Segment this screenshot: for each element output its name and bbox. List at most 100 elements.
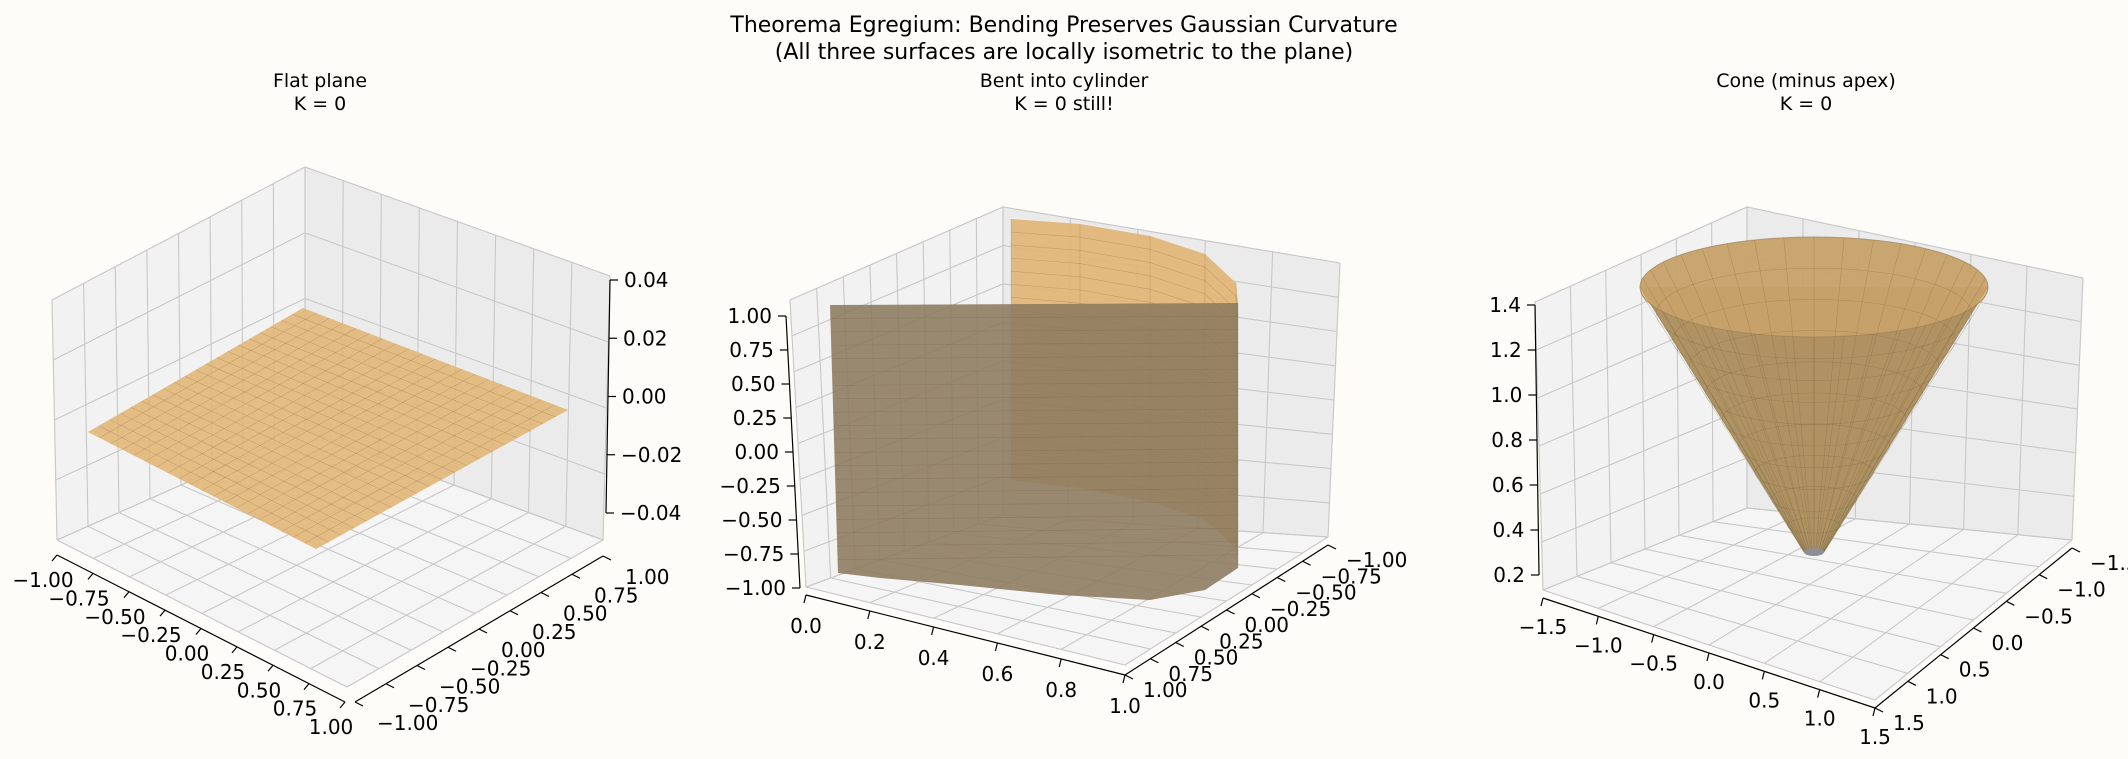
cone-x-axis-tick	[1706, 652, 1710, 662]
cone-x-axis-tick	[1872, 707, 1876, 717]
cylinder-x-axis-tick	[803, 594, 807, 604]
cylinder-z-axis-tick-label: 0.75	[729, 338, 774, 362]
plane-x-axis-tick-label: −0.25	[120, 623, 181, 647]
plane-mesh-line	[110, 317, 330, 444]
cone-mesh-line	[1823, 303, 1978, 554]
cone-y-axis-tick-label: 0.5	[1959, 658, 1991, 682]
plane-y-axis-tick	[447, 646, 457, 652]
cone-mesh-ring	[1656, 267, 1972, 360]
plane-mesh-line	[227, 351, 480, 459]
plane-mesh-line	[224, 368, 463, 503]
cylinder-x-axis-tick-label: 0.4	[918, 646, 950, 670]
plane-y-axis-tick-label: −0.50	[439, 675, 500, 699]
cylinder-y-axis-tick-label: 0.50	[1194, 646, 1239, 670]
cone-mesh-line	[1821, 318, 1948, 555]
plane-x-axis-tick	[303, 683, 310, 691]
floor-grid-line	[830, 577, 1151, 650]
plane-mesh-line	[163, 388, 405, 501]
plane-y-axis-tick	[571, 573, 581, 579]
plane-y-axis-tick-label: 1.00	[625, 565, 670, 589]
floor-grid-line	[805, 586, 1126, 666]
cylinder-z-axis-tick-label: −0.75	[723, 542, 784, 566]
floor-grid-line	[201, 484, 455, 614]
plane-panel: Flat plane K = 0 −1.00−0.75−0.50−0.250.0…	[12, 70, 682, 739]
plane-x-axis-tick-label: 1.00	[309, 715, 354, 739]
cylinder-mesh-line	[837, 541, 1239, 547]
cone-mesh-ring	[1672, 299, 1956, 381]
cylinder-mesh-line	[833, 408, 1239, 413]
suptitle-line2: (All three surfaces are locally isometri…	[775, 40, 1353, 65]
cylinder-x-axis-tick	[1122, 674, 1126, 684]
cone-mesh-line	[1820, 325, 1927, 555]
plane-z-axis-tick-label: 0.00	[622, 385, 667, 409]
plane-subtitle: K = 0	[294, 93, 347, 115]
cone-mesh-ring	[1705, 361, 1923, 425]
cylinder-z-axis-tick-label: −0.50	[721, 508, 782, 532]
floor-grid-line	[1764, 528, 1964, 664]
cone-x-axis-tick	[1595, 616, 1599, 625]
cylinder-mesh-line	[1010, 231, 1239, 317]
floor-grid-line	[346, 539, 604, 688]
cylinder-x-axis-line	[805, 594, 1126, 676]
suptitle-line1: Theorema Egregium: Bending Preserves Gau…	[729, 13, 1397, 38]
cone-subtitle: K = 0	[1780, 93, 1833, 115]
cone-mesh-line	[1701, 325, 1808, 555]
cylinder-x-axis-tick-label: 0.2	[854, 630, 886, 654]
cone-mesh-line	[1818, 243, 1902, 550]
cone-y-axis-tick	[2071, 547, 2081, 553]
cone-mesh-ring	[1738, 423, 1890, 469]
plane-x-axis-tick	[267, 664, 274, 672]
floor-grid-line	[1598, 512, 1802, 609]
plane-mesh-line	[236, 374, 476, 509]
plane-x-axis-tick	[87, 572, 94, 580]
plane-y-axis-tick-label: 0.50	[563, 602, 608, 626]
plane-y-axis-tick-label: 0.00	[501, 638, 546, 662]
cylinder-y-axis-tick	[1226, 609, 1235, 615]
plane-y-axis-tick	[540, 591, 550, 598]
plane-z-axis-tick-label: 0.02	[623, 326, 668, 350]
cone-x-axis-tick	[1540, 597, 1544, 607]
cone-mesh-line	[1663, 261, 1806, 551]
plane-mesh-line	[184, 375, 430, 487]
cylinder-x-axis-tick	[867, 610, 871, 620]
cone-mesh-ring	[1787, 517, 1841, 534]
plane-mesh-line	[238, 344, 493, 452]
plane-y-axis-tick	[602, 555, 612, 561]
plane-mesh-line	[281, 394, 529, 532]
cone-panel: Cone (minus apex) K = 0 −1.5−1.0−0.50.00…	[1489, 70, 2128, 749]
plane-mesh-line	[304, 404, 555, 544]
cylinder-y-axis-tick	[1276, 576, 1286, 583]
cylinder-mesh-line	[836, 514, 1239, 520]
cone-x-axis-tick-label: 1.0	[1804, 707, 1836, 731]
cone-title: Cone (minus apex)	[1716, 70, 1896, 92]
cone-mesh-line	[1680, 254, 1807, 551]
plane-z-axis-tick-label: −0.02	[621, 443, 682, 467]
z-grid-line	[51, 166, 611, 301]
cylinder-x-axis-tick	[994, 642, 998, 652]
floor-grid-line	[1124, 536, 1329, 666]
plane-x-axis-tick	[51, 554, 58, 562]
cylinder-y-axis-tick	[1150, 658, 1159, 664]
z-grid-line	[789, 206, 1341, 301]
plane-mesh-line	[201, 358, 436, 491]
cone-y-axis-tick	[1907, 680, 1917, 686]
plane-mesh-line	[281, 320, 543, 425]
cone-z-axis-tick-label: 1.4	[1489, 293, 1521, 317]
cylinder-z-axis-tick-label: 1.00	[727, 304, 772, 328]
plane-y-axis-tick-label: −0.75	[408, 693, 469, 717]
cone-x-axis-tick-label: −1.0	[1574, 633, 1623, 657]
floor-grid-line	[310, 525, 567, 670]
plane-mesh-line	[247, 379, 489, 515]
cone-x-axis-tick-label: −0.5	[1629, 652, 1678, 676]
cone-mesh-line	[1817, 239, 1874, 550]
cylinder-y-axis-tick-label: 0.25	[1219, 629, 1264, 653]
cylinder-mesh-line	[833, 421, 1239, 426]
plane-x-axis-tick-label: −0.50	[84, 605, 145, 629]
cylinder-y-axis-tick	[1124, 674, 1134, 680]
cone-mesh-line	[1726, 243, 1810, 550]
plane-mesh-line	[292, 313, 556, 418]
plane-mesh-line	[270, 326, 531, 432]
cone-mesh-line	[1822, 311, 1965, 554]
z-grid-line	[53, 232, 609, 361]
plane-y-axis-tick-label: −0.25	[470, 656, 531, 680]
